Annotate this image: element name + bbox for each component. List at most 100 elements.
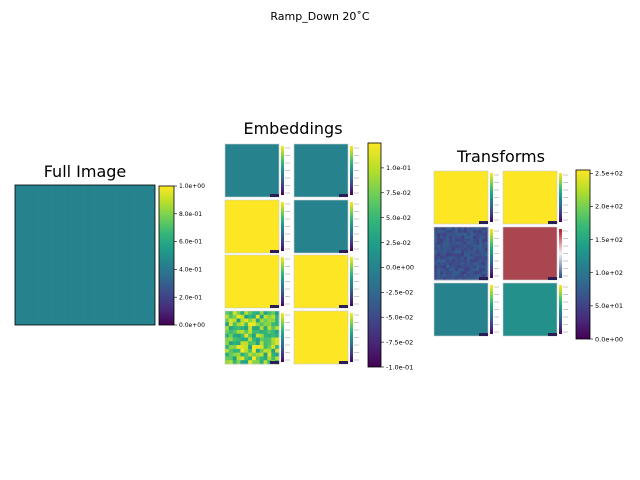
heatmap-cell [259,329,264,335]
heatmap-cell [455,232,459,237]
heatmap-cell [482,274,486,278]
heatmap-cell [232,348,237,354]
heatmap-cell [440,238,444,243]
heatmap-frame [293,310,349,365]
heatmap-cell [467,256,471,260]
heatmap-cell [449,229,453,234]
heatmap-cell [446,244,450,249]
heatmap-cell [271,314,276,319]
heatmap-cell [437,235,441,240]
heatmap-cell [271,341,276,346]
heatmap-cell [437,256,441,260]
heatmap-cell [232,345,237,350]
heatmap-cell [275,311,280,316]
mini-colorbar [559,173,562,222]
heatmap-cell [232,318,237,323]
heatmap-cell [458,229,462,234]
heatmap-cell [476,241,480,246]
heatmap-frame [224,310,280,365]
heatmap-cell [437,265,441,269]
heatmap-cell [473,241,477,246]
heatmap-cell [255,345,261,350]
heatmap-cell [485,244,489,249]
figure-suptitle: Ramp_Down 20˚C [270,10,370,23]
heatmap-cell [443,274,447,278]
heatmap-cell [458,247,462,251]
heatmap-cell [446,277,450,281]
heatmap-cell [464,238,468,243]
heatmap-cell [443,227,447,231]
full-image-colorbar-tick-label: 6.0e-01 [179,239,202,246]
heatmap-cell [464,274,468,278]
heatmap-cell [455,265,459,269]
heatmap-cell [458,274,462,278]
heatmap-cell [458,232,462,237]
heatmap-cell [263,356,268,361]
heatmap-cell [464,268,468,272]
heatmap-cell [437,241,441,246]
heatmap-cell [464,229,468,234]
heatmap-cell [248,311,253,316]
heatmap-cell [452,235,456,240]
heatmap-cell [464,253,468,257]
heatmap-cell [485,232,489,237]
heatmap-fill [294,144,348,197]
heatmap-cell [259,318,264,323]
heatmap-cell [267,348,272,354]
heatmap-cell [446,265,450,269]
heatmap-cell [470,256,474,260]
heatmap-cell [263,318,268,323]
heatmap-cell [455,250,459,254]
heatmap-cell [236,318,241,323]
heatmap-cell [228,314,234,319]
heatmap-cell [443,277,447,281]
heatmap-cell [458,259,462,263]
heatmap-cell [271,311,276,316]
heatmap-cell [228,348,234,354]
heatmap-cell [236,348,241,354]
heatmap-cell [482,271,486,275]
heatmap-cell [236,311,241,316]
heatmap-cell [449,244,453,249]
heatmap-cell [255,352,261,357]
heatmap-cell [240,352,245,357]
heatmap-cell [236,329,241,335]
heatmap-cell [434,229,438,234]
heatmap-cell [252,326,257,331]
heatmap-cell [440,232,444,237]
heatmap-cell [225,341,230,346]
heatmap-cell [446,247,450,251]
heatmap-cell [452,244,456,249]
heatmap-cell [455,247,459,251]
heatmap-cell [464,250,468,254]
heatmap-cell [236,333,241,338]
heatmap-fill [434,171,488,224]
heatmap-cell [271,329,276,335]
heatmap-cell [467,250,471,254]
heatmap-cell [437,238,441,243]
heatmap-cell [255,329,261,335]
heatmap-cell [485,259,489,263]
heatmap-cell [464,247,468,251]
heatmap-cell [485,238,489,243]
corner-marker [479,277,488,280]
embeddings-colorbar-tick-label: -7.5e-02 [386,338,413,346]
heatmap-cell [479,265,483,269]
corner-marker [479,333,488,336]
heatmap-cell [452,271,456,275]
heatmap-cell [461,259,465,263]
heatmap-cell [467,244,471,249]
transforms-colorbar-tick-label: 5.0e+01 [595,302,623,310]
heatmap-cell [485,274,489,278]
heatmap-cell [446,256,450,260]
heatmap-cell [267,337,272,342]
heatmap-frame [502,226,558,281]
heatmap-cell [228,326,234,331]
heatmap-cell [473,277,477,281]
transforms-colorbar-tick-label: 2.5e+02 [595,170,623,178]
embeddings-colorbar-tick-label: -2.5e-02 [386,289,413,297]
heatmap-cell [473,232,477,237]
heatmap-cell [275,322,280,327]
heatmap-cell [255,337,261,342]
